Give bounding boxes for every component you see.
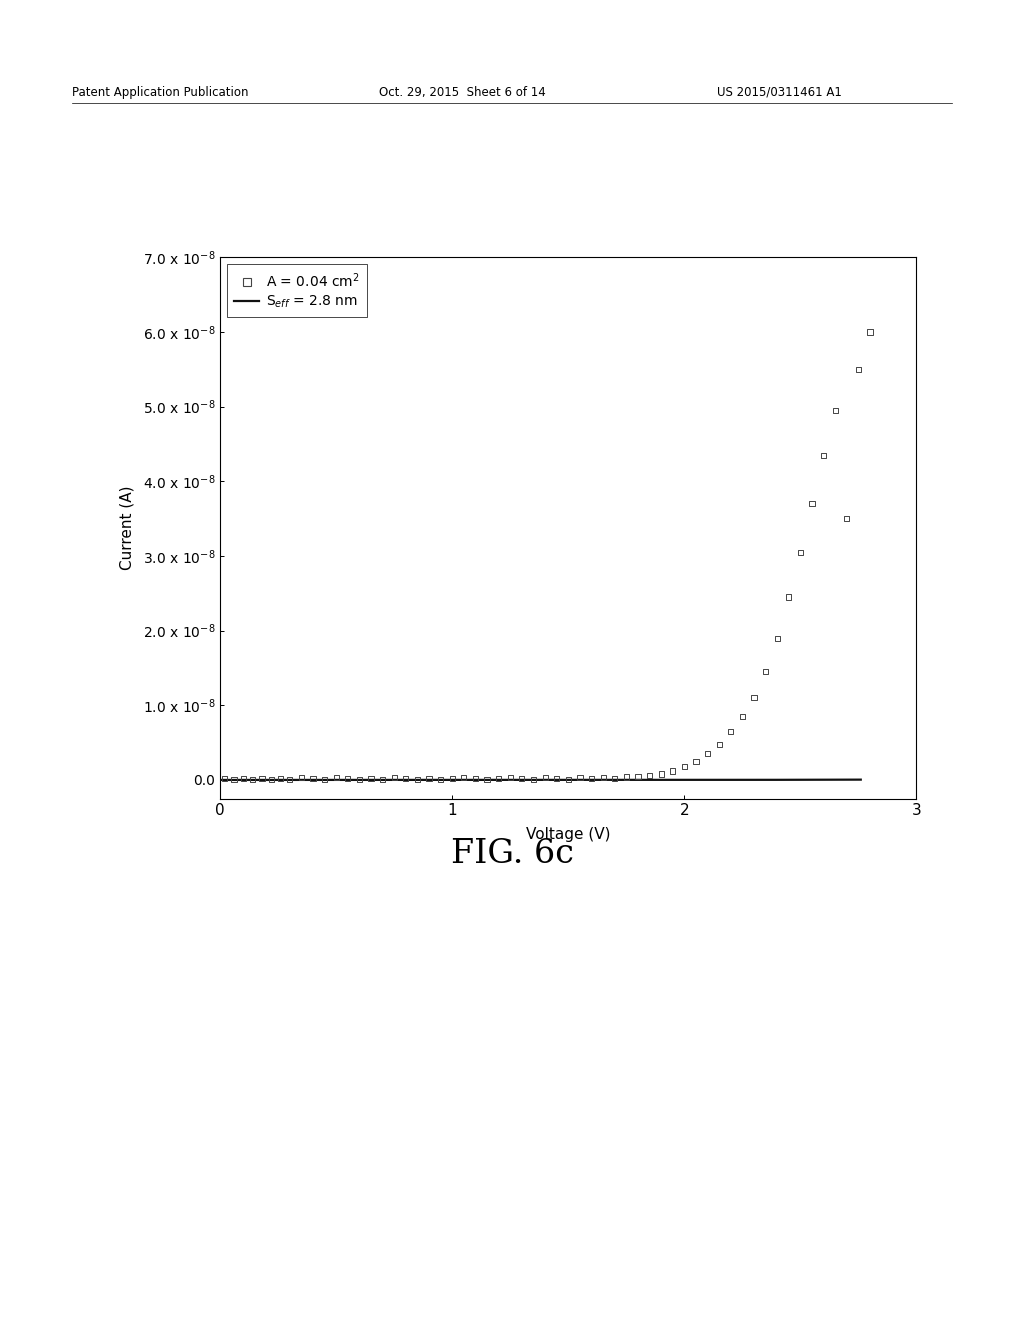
Point [226, 768, 243, 789]
Point [549, 768, 565, 789]
Point [444, 768, 461, 789]
Point [375, 768, 391, 789]
Point [839, 508, 855, 529]
Point [217, 768, 233, 789]
Point [769, 627, 785, 648]
Point [699, 743, 716, 764]
Point [758, 661, 774, 682]
Point [560, 768, 577, 789]
Point [397, 768, 414, 789]
Point [815, 445, 831, 466]
Point [263, 768, 280, 789]
Point [827, 400, 844, 421]
Point [514, 768, 530, 789]
Point [653, 763, 670, 784]
Point [804, 494, 820, 515]
Point [272, 768, 289, 789]
Point [630, 766, 646, 787]
Point [571, 767, 588, 788]
Point [745, 688, 762, 709]
Point [584, 768, 600, 789]
Point [850, 359, 866, 380]
Point [362, 768, 379, 789]
Point [316, 768, 333, 789]
Point [688, 751, 705, 772]
Point [479, 768, 496, 789]
Point [502, 767, 518, 788]
Point [734, 706, 751, 727]
Y-axis label: Current (A): Current (A) [120, 486, 134, 570]
X-axis label: Voltage (V): Voltage (V) [526, 826, 610, 842]
Point [780, 586, 797, 607]
Point [386, 767, 402, 788]
Point [723, 721, 739, 742]
Point [676, 756, 692, 777]
Point [282, 768, 298, 789]
Point [456, 767, 472, 788]
Point [711, 734, 727, 755]
Point [467, 768, 483, 789]
Point [862, 322, 879, 343]
Point [490, 768, 507, 789]
Point [421, 768, 437, 789]
Text: US 2015/0311461 A1: US 2015/0311461 A1 [717, 86, 842, 99]
Point [537, 767, 553, 788]
Point [793, 541, 809, 562]
Point [245, 768, 261, 789]
Point [305, 768, 322, 789]
Point [351, 768, 368, 789]
Point [432, 768, 449, 789]
Text: Patent Application Publication: Patent Application Publication [72, 86, 248, 99]
Point [665, 760, 681, 781]
Point [340, 768, 356, 789]
Text: FIG. 6c: FIG. 6c [451, 838, 573, 870]
Point [293, 767, 309, 788]
Point [410, 768, 426, 789]
Point [328, 767, 344, 788]
Point [525, 768, 542, 789]
Point [606, 768, 623, 789]
Point [254, 768, 270, 789]
Point [595, 767, 611, 788]
Legend: A = 0.04 cm$^2$, S$_{eff}$ = 2.8 nm: A = 0.04 cm$^2$, S$_{eff}$ = 2.8 nm [227, 264, 367, 317]
Text: Oct. 29, 2015  Sheet 6 of 14: Oct. 29, 2015 Sheet 6 of 14 [379, 86, 546, 99]
Point [618, 767, 635, 788]
Point [236, 768, 252, 789]
Point [641, 764, 657, 785]
